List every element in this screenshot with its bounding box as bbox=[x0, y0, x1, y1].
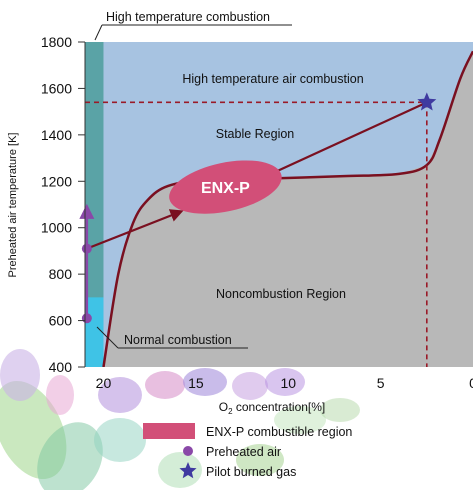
stable-region-label: Stable Region bbox=[216, 127, 295, 141]
y-tick-label: 1000 bbox=[41, 220, 72, 236]
high-temp-air-label: High temperature air combustion bbox=[182, 72, 363, 86]
callout-line-htc bbox=[94, 24, 103, 41]
x-tick-label: 20 bbox=[96, 375, 112, 391]
legend-label: Pilot burned gas bbox=[206, 465, 296, 479]
y-tick-label: 1600 bbox=[41, 80, 72, 96]
legend-swatch-enxp bbox=[143, 423, 195, 439]
legend-swatch-preheated bbox=[183, 446, 193, 456]
legend-label: ENX-P combustible region bbox=[206, 425, 352, 439]
y-tick-label: 1400 bbox=[41, 127, 72, 143]
legend-swatch-pilot bbox=[179, 462, 197, 479]
decorative-petals bbox=[0, 349, 360, 495]
pilot-burned-gas-point bbox=[417, 92, 437, 111]
preheated-air-point bbox=[81, 243, 92, 254]
x-tick-label: 15 bbox=[188, 375, 204, 391]
x-tick-label: 5 bbox=[377, 375, 385, 391]
x-tick-label: 10 bbox=[280, 375, 296, 391]
normal-combustion-label: Normal combustion bbox=[124, 333, 232, 347]
enx-p-label: ENX-P bbox=[201, 180, 250, 197]
legend-label: Preheated air bbox=[206, 445, 281, 459]
arrow-pilot-to-enxp bbox=[252, 101, 428, 183]
legend: ENX-P combustible region Preheated air Pil… bbox=[143, 423, 352, 479]
noncombustion-region-label: Noncombustion Region bbox=[216, 287, 346, 301]
enx-p-region-ellipse bbox=[169, 160, 282, 214]
x-axis-label: O2 concentration[%] bbox=[219, 400, 326, 416]
preheated-air-point bbox=[81, 313, 92, 324]
arrow-preheated-to-enxp bbox=[86, 209, 184, 250]
y-tick-label: 1200 bbox=[41, 173, 72, 189]
x-tick-label: 0 bbox=[469, 375, 473, 391]
y-axis-label: Preheated air temperature [K] bbox=[7, 133, 19, 278]
y-tick-label: 1800 bbox=[41, 34, 72, 50]
callout-line-normal bbox=[96, 326, 119, 349]
y-tick-label: 400 bbox=[49, 359, 73, 375]
noncombustion-region bbox=[103, 51, 473, 367]
y-tick-label: 800 bbox=[49, 266, 73, 282]
y-tick-label: 600 bbox=[49, 313, 73, 329]
high-temp-combustion-label: High temperature combustion bbox=[106, 10, 270, 24]
